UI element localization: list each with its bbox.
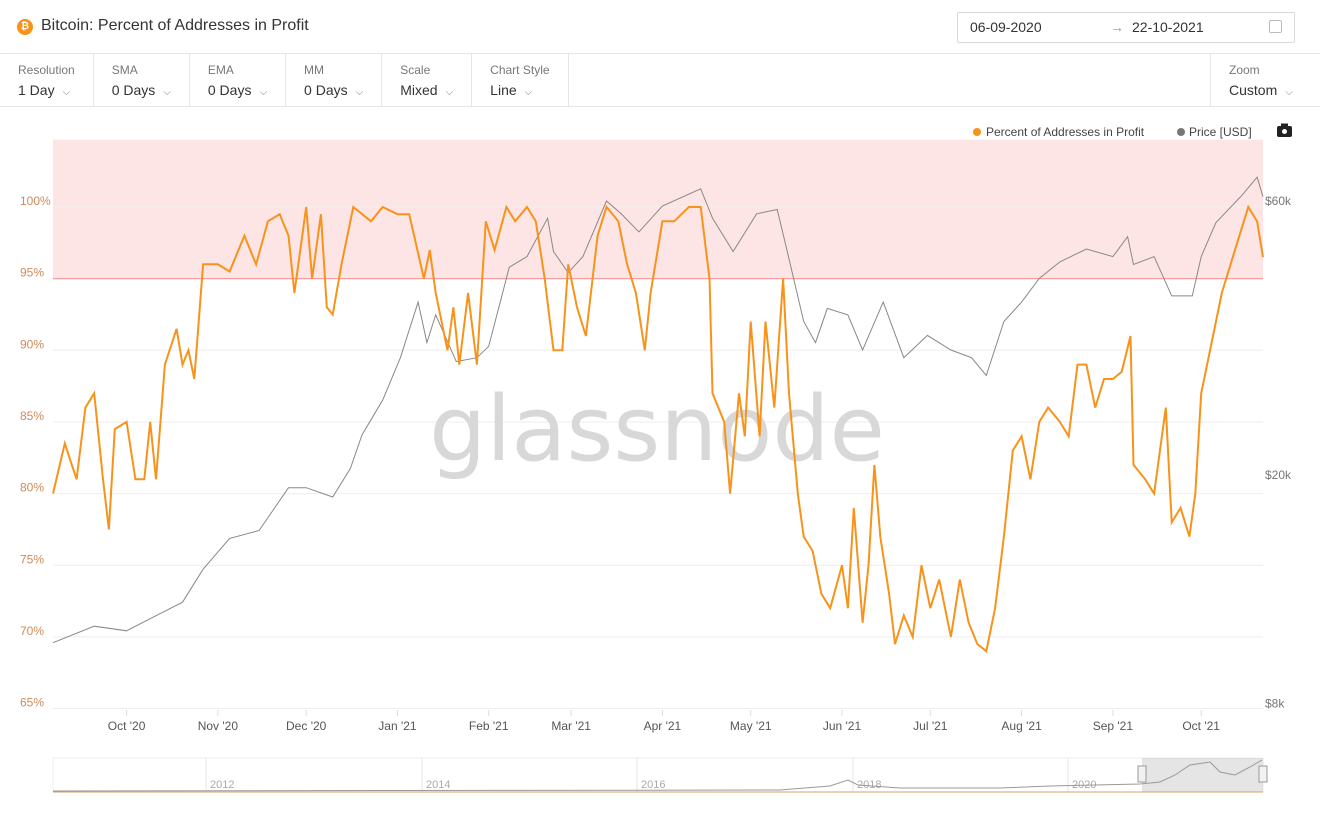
y-tick-label: 100%: [20, 194, 51, 208]
bitcoin-icon: ₿: [17, 19, 33, 35]
arrow-icon: →: [1110, 19, 1124, 35]
chevron-down-icon: ⌵: [259, 87, 268, 98]
navigator-year-label: 2012: [210, 779, 234, 791]
navigator-year-label: 2016: [641, 779, 665, 791]
chart-style-value: Line: [490, 82, 517, 98]
calendar-icon[interactable]: [1269, 20, 1282, 33]
x-tick-label: Sep '21: [1093, 719, 1134, 733]
resolution-value: 1 Day: [18, 82, 55, 98]
x-tick-label: May '21: [730, 719, 772, 733]
chevron-down-icon: ⌵: [524, 87, 533, 98]
y-tick-label: 90%: [20, 337, 44, 351]
zoom-value: Custom: [1229, 82, 1278, 98]
y-tick-label: 95%: [20, 266, 44, 280]
sma-value: 0 Days: [111, 82, 156, 98]
x-tick-label: Jul '21: [913, 719, 948, 733]
x-tick-label: Dec '20: [286, 719, 327, 733]
y-tick-label: 70%: [20, 624, 44, 638]
sma-label: SMA: [111, 63, 138, 77]
x-tick-label: Mar '21: [551, 719, 591, 733]
chevron-down-icon: ⌵: [163, 87, 171, 98]
navigator-year-label: 2014: [426, 779, 450, 791]
y-tick-label: 65%: [20, 696, 44, 710]
mm-select[interactable]: MM 0 Days ⌵: [286, 54, 383, 107]
chart-style-select[interactable]: Chart Style Line ⌵: [472, 54, 569, 107]
ema-value: 0 Days: [207, 82, 252, 98]
navigator[interactable]: 2012 2014 2016 2018 2020: [52, 757, 1268, 793]
mm-label: MM: [304, 63, 325, 77]
watermark: glassnode: [429, 377, 885, 482]
date-range-picker[interactable]: 06-09-2020 → 22-10-2021: [957, 12, 1295, 43]
navigator-year-label: 2018: [857, 779, 881, 791]
chevron-down-icon: ⌵: [62, 87, 71, 98]
x-tick-label: Jun '21: [823, 719, 862, 733]
chevron-down-icon: ⌵: [355, 87, 364, 98]
chevron-down-icon: ⌵: [445, 87, 454, 98]
scale-select[interactable]: Scale Mixed ⌵: [382, 54, 473, 107]
x-tick-label: Oct '21: [1182, 719, 1220, 733]
x-tick-label: Nov '20: [198, 719, 239, 733]
date-to[interactable]: 22-10-2021: [1132, 19, 1204, 35]
y-tick-label: 80%: [20, 481, 44, 495]
navigator-handle[interactable]: [1258, 765, 1268, 783]
x-tick-label: Oct '20: [108, 719, 146, 733]
resolution-label: Resolution: [18, 63, 75, 77]
y-tick-label: 85%: [20, 409, 44, 423]
y2-tick-label: $60k: [1265, 194, 1292, 208]
profit-band: [53, 139, 1263, 280]
scale-label: Scale: [400, 63, 431, 77]
resolution-select[interactable]: Resolution 1 Day ⌵: [0, 54, 94, 107]
navigator-selection: [1142, 758, 1263, 792]
navigator-price-line: [52, 759, 1263, 792]
chevron-down-icon: ⌵: [1285, 87, 1293, 98]
scale-value: Mixed: [400, 82, 438, 98]
profit-band-rect: [53, 139, 1263, 279]
legend-percent-dot: [973, 128, 981, 136]
zoom-select[interactable]: Zoom Custom ⌵: [1210, 54, 1320, 107]
ema-select[interactable]: EMA 0 Days ⌵: [190, 54, 287, 107]
y-tick-label: 75%: [20, 552, 44, 566]
page-title: Bitcoin: Percent of Addresses in Profit: [41, 17, 309, 34]
legend-price-label[interactable]: Price [USD]: [1189, 125, 1252, 139]
legend-percent-label[interactable]: Percent of Addresses in Profit: [986, 125, 1145, 139]
x-tick-label: Jan '21: [378, 719, 417, 733]
ema-label: EMA: [207, 63, 234, 77]
x-tick-label: Feb '21: [469, 719, 509, 733]
price-line: [52, 176, 1264, 644]
camera-icon[interactable]: [1277, 123, 1292, 138]
percent-line: [52, 204, 1264, 653]
mm-value: 0 Days: [304, 82, 348, 98]
y2-tick-label: $20k: [1265, 468, 1292, 482]
sma-select[interactable]: SMA 0 Days ⌵: [94, 54, 190, 107]
navigator-frame: [52, 757, 1264, 793]
x-tick-label: Apr '21: [644, 719, 682, 733]
y2-tick-label: $8k: [1265, 696, 1285, 710]
chart-style-label: Chart Style: [490, 63, 550, 77]
zoom-label: Zoom: [1229, 63, 1260, 77]
x-tick-label: Aug '21: [1001, 719, 1042, 733]
legend-price-dot: [1177, 128, 1185, 136]
chart-area: glassnode 65% 70% 75% 80% 85% 90% 95% 100% $8k $2…: [20, 123, 1292, 793]
chart-header: ₿ Bitcoin: Percent of Addresses in Profi…: [0, 0, 1320, 54]
date-from[interactable]: 06-09-2020: [970, 19, 1042, 35]
navigator-handle[interactable]: [1137, 765, 1147, 783]
chart-toolbar: Resolution 1 Day ⌵ SMA 0 Days ⌵ EMA 0 Days ⌵ M…: [0, 54, 1320, 107]
